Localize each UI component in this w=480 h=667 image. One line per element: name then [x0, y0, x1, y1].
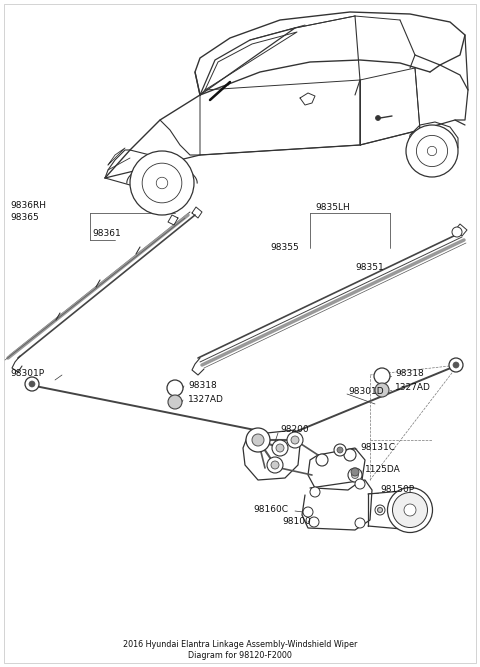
Text: 2016 Hyundai Elantra Linkage Assembly-Windshield Wiper
Diagram for 98120-F2000: 2016 Hyundai Elantra Linkage Assembly-Wi…: [123, 640, 357, 660]
Circle shape: [375, 383, 389, 397]
Text: 98100: 98100: [282, 518, 311, 526]
Circle shape: [316, 454, 328, 466]
Text: 98200: 98200: [280, 426, 309, 434]
Ellipse shape: [387, 488, 432, 532]
Circle shape: [355, 479, 365, 489]
Circle shape: [246, 428, 270, 452]
Circle shape: [427, 146, 437, 155]
Text: 98361: 98361: [92, 229, 121, 237]
Circle shape: [351, 468, 359, 476]
Circle shape: [25, 377, 39, 391]
Circle shape: [377, 508, 383, 512]
Circle shape: [276, 444, 284, 452]
Circle shape: [168, 395, 182, 409]
Text: 1125DA: 1125DA: [365, 466, 401, 474]
Circle shape: [167, 380, 183, 396]
Text: 98318: 98318: [395, 370, 424, 378]
Circle shape: [287, 432, 303, 448]
Circle shape: [374, 368, 390, 384]
Text: 98365: 98365: [10, 213, 39, 223]
Circle shape: [310, 487, 320, 497]
Text: 9835LH: 9835LH: [315, 203, 350, 213]
Circle shape: [334, 444, 346, 456]
Circle shape: [337, 447, 343, 453]
Text: 9836RH: 9836RH: [10, 201, 46, 209]
Circle shape: [344, 449, 356, 461]
Circle shape: [130, 151, 194, 215]
Circle shape: [29, 381, 35, 387]
Circle shape: [252, 434, 264, 446]
Circle shape: [406, 125, 458, 177]
Circle shape: [272, 440, 288, 456]
Circle shape: [449, 358, 463, 372]
Text: 98150P: 98150P: [380, 486, 414, 494]
Circle shape: [416, 135, 447, 167]
Text: 98301P: 98301P: [10, 370, 44, 378]
Circle shape: [452, 227, 462, 237]
Circle shape: [291, 436, 299, 444]
Circle shape: [142, 163, 182, 203]
Circle shape: [271, 461, 279, 469]
Circle shape: [375, 505, 385, 515]
Text: 98351: 98351: [355, 263, 384, 273]
Circle shape: [267, 457, 283, 473]
Circle shape: [303, 507, 313, 517]
Text: 98301D: 98301D: [348, 388, 384, 396]
Circle shape: [375, 115, 381, 121]
Circle shape: [453, 362, 459, 368]
Circle shape: [355, 518, 365, 528]
Circle shape: [309, 517, 319, 527]
Circle shape: [351, 472, 359, 478]
Circle shape: [348, 468, 362, 482]
Ellipse shape: [393, 492, 428, 528]
Text: 1327AD: 1327AD: [395, 384, 431, 392]
Text: 98318: 98318: [188, 382, 217, 390]
Ellipse shape: [404, 504, 416, 516]
Text: 98160C: 98160C: [253, 506, 288, 514]
Text: 98355: 98355: [270, 243, 299, 253]
Text: 98131C: 98131C: [360, 444, 395, 452]
Circle shape: [156, 177, 168, 189]
Text: 1327AD: 1327AD: [188, 396, 224, 404]
